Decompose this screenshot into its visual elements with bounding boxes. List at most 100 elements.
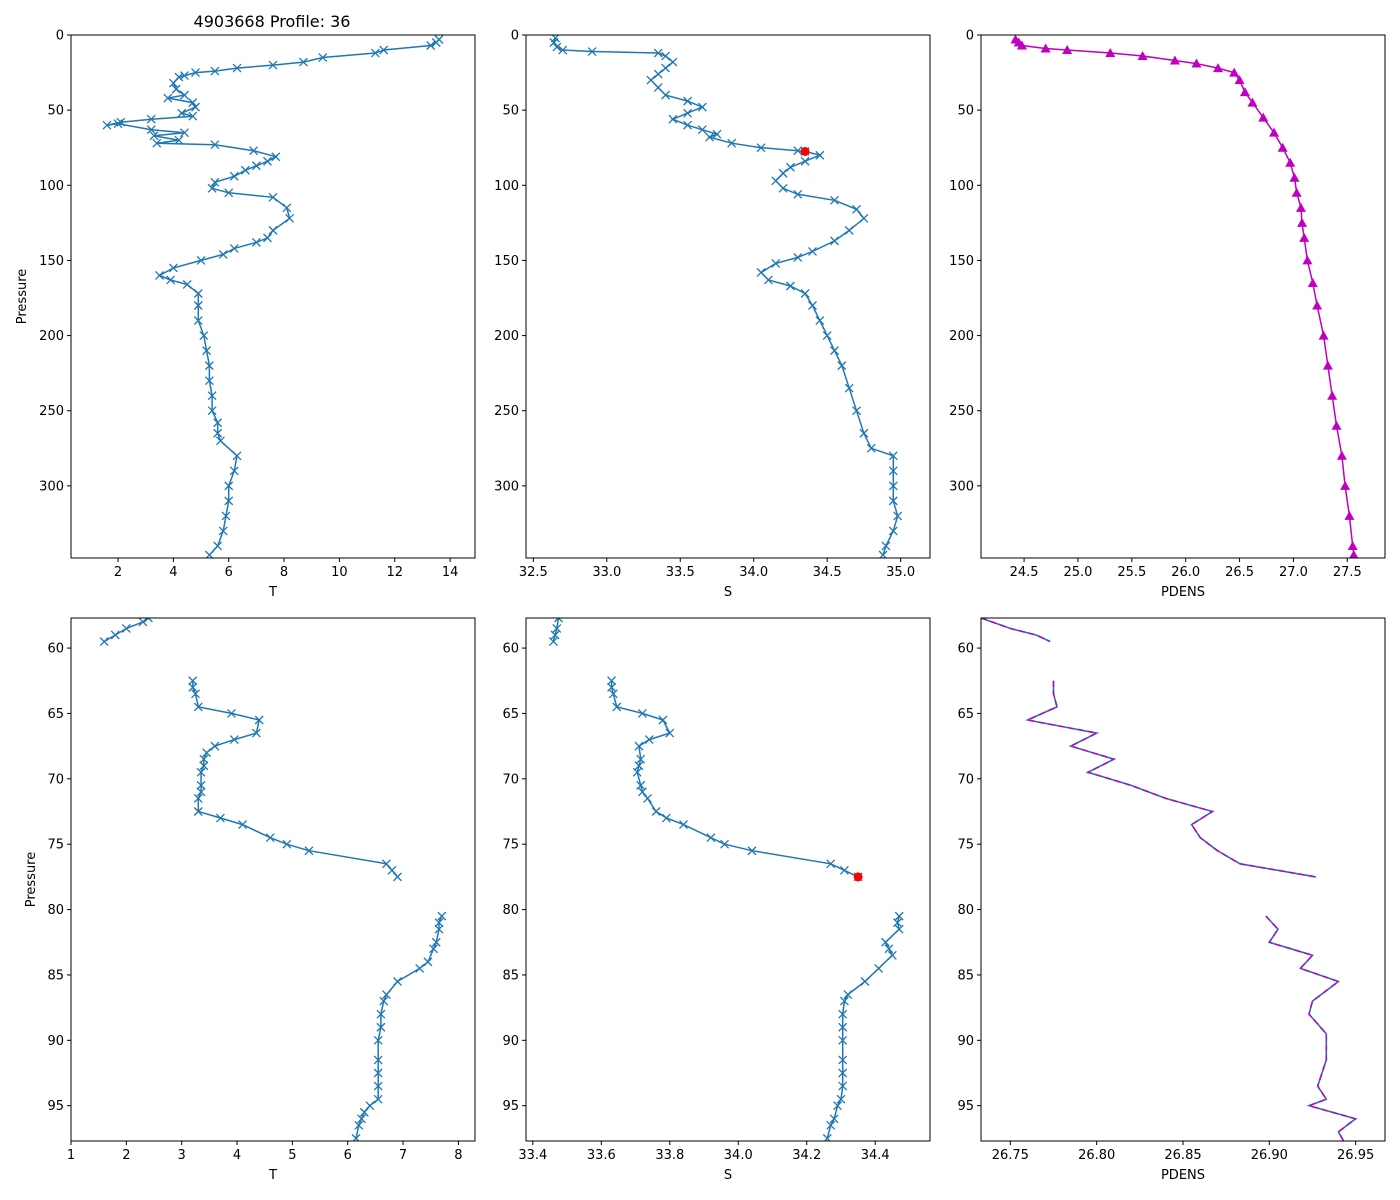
bottom-T-xlabel: T bbox=[268, 1168, 277, 1183]
top-S-ytick-label: 250 bbox=[494, 404, 519, 419]
top-PDENS-point bbox=[1239, 87, 1250, 97]
top-T-point bbox=[179, 90, 189, 100]
bottom-PDENS-ytick-label: 60 bbox=[957, 642, 974, 657]
bottom-PDENS-ytick-label: 95 bbox=[957, 1099, 974, 1114]
top-T-xtick-label: 14 bbox=[442, 565, 459, 580]
top-T-point bbox=[218, 526, 228, 536]
bottom-T-point bbox=[373, 1081, 383, 1091]
top-S-point bbox=[661, 51, 671, 61]
bottom-S-point bbox=[894, 911, 904, 921]
bottom-T-point bbox=[415, 963, 425, 973]
top-PDENS-ytick-label: 150 bbox=[949, 254, 974, 269]
bottom-T-point bbox=[215, 813, 225, 823]
top-PDENS-point bbox=[1285, 157, 1296, 167]
top-PDENS-xtick-label: 26.5 bbox=[1225, 565, 1254, 580]
bottom-S-point bbox=[612, 702, 622, 712]
top-T-point bbox=[263, 156, 272, 166]
top-T-point bbox=[202, 346, 212, 356]
top-PDENS-point bbox=[1234, 75, 1245, 85]
top-S-point bbox=[888, 481, 898, 491]
bottom-PDENS-ytick-label: 65 bbox=[957, 707, 974, 722]
bottom-T-point bbox=[99, 637, 109, 646]
figure-title: 4903668 Profile: 36 bbox=[194, 12, 351, 31]
top-PDENS-point bbox=[1229, 67, 1240, 77]
bottom-T-frame bbox=[70, 617, 476, 1142]
top-T-point bbox=[116, 117, 126, 127]
bottom-T-point bbox=[193, 807, 203, 816]
top-T-xtick-label: 8 bbox=[280, 565, 288, 580]
top-S-point bbox=[683, 108, 693, 118]
bottom-S-point bbox=[822, 1133, 832, 1141]
top-T-point bbox=[431, 38, 441, 47]
bottom-S-point bbox=[550, 630, 560, 640]
top-S-ytick-label: 0 bbox=[511, 29, 519, 44]
bottom-S-point bbox=[607, 682, 617, 692]
top-S-point bbox=[763, 275, 773, 285]
bottom-S-point bbox=[893, 918, 902, 928]
top-T-point bbox=[207, 183, 217, 193]
top-T-point bbox=[146, 125, 156, 135]
top-PDENS-point bbox=[1331, 420, 1342, 430]
bottom-T-xtick-label: 5 bbox=[288, 1148, 296, 1163]
top-PDENS-point bbox=[1322, 360, 1333, 370]
bottom-PDENS-series-line bbox=[1265, 915, 1358, 1141]
bottom-T-point bbox=[434, 918, 444, 928]
bottom-T-point bbox=[431, 937, 441, 947]
bottom-S-frame bbox=[525, 617, 931, 1142]
bottom-S-ytick-label: 75 bbox=[502, 838, 519, 853]
top-S-point bbox=[844, 383, 854, 393]
top-T-point bbox=[298, 57, 308, 67]
top-T-point bbox=[213, 541, 223, 551]
top-T-point bbox=[152, 138, 162, 148]
top-S-point bbox=[756, 143, 766, 153]
top-T-point bbox=[193, 316, 203, 326]
top-S-point bbox=[705, 132, 715, 142]
bottom-T-point bbox=[434, 924, 444, 934]
bottom-S-plot: 33.4 33.6 33.8 34.0 34.2 34.4 60 65 70 75 80 85 90 95… bbox=[502, 617, 931, 1183]
top-T-point bbox=[251, 161, 261, 171]
top-PDENS-point bbox=[1169, 55, 1180, 65]
bottom-T-point bbox=[373, 1035, 383, 1045]
bottom-S-ytick-label: 70 bbox=[502, 772, 519, 787]
top-T-frame bbox=[70, 34, 476, 559]
bottom-PDENS-series-line-dashed bbox=[1265, 915, 1358, 1141]
bottom-PDENS-xtick-label: 26.95 bbox=[1337, 1148, 1374, 1163]
top-S-point bbox=[653, 69, 663, 79]
top-T-point bbox=[240, 165, 250, 175]
bottom-S-ytick-label: 60 bbox=[502, 642, 519, 657]
top-T-point bbox=[263, 233, 272, 243]
top-S-point bbox=[756, 267, 766, 277]
bottom-T-plot: 1 2 3 4 5 6 7 8 60 65 70 75 80 85 90 95 T Pressure bbox=[24, 617, 476, 1183]
top-PDENS-point bbox=[1340, 480, 1351, 490]
bottom-T-point bbox=[354, 1120, 364, 1130]
top-PDENS-xtick-label: 24.5 bbox=[1010, 565, 1039, 580]
top-T-point bbox=[229, 171, 239, 181]
top-PDENS-point bbox=[1016, 40, 1027, 50]
bottom-S-point bbox=[607, 676, 617, 686]
top-PDENS-xtick-label: 25.5 bbox=[1117, 565, 1146, 580]
top-T-point bbox=[221, 511, 231, 521]
bottom-S-point bbox=[838, 1081, 848, 1091]
bottom-T-point bbox=[357, 1114, 367, 1124]
bottom-S-ytick-label: 80 bbox=[502, 903, 519, 918]
top-S-xtick-label: 35.0 bbox=[886, 565, 915, 580]
bottom-PDENS-ytick-label: 70 bbox=[957, 772, 974, 787]
bottom-T-point bbox=[193, 702, 203, 712]
top-PDENS-point bbox=[1269, 127, 1280, 137]
bottom-S-xtick-label: 34.0 bbox=[724, 1148, 753, 1163]
bottom-T-point bbox=[193, 793, 203, 803]
top-T-point bbox=[182, 280, 192, 289]
bottom-S-series-line bbox=[552, 618, 560, 642]
bottom-T-point bbox=[373, 1055, 383, 1065]
top-S-xtick-label: 34.0 bbox=[739, 565, 768, 580]
top-PDENS-ytick-label: 200 bbox=[949, 329, 974, 344]
top-T-point bbox=[188, 98, 198, 108]
top-T-plot: 2 4 6 8 10 12 14 0 50 100 150 200 250 300 T Pressure bbox=[15, 29, 476, 600]
top-T-point bbox=[224, 496, 234, 506]
bottom-T-point bbox=[196, 787, 206, 797]
bottom-S-xtick-label: 33.4 bbox=[518, 1148, 547, 1163]
top-T-point bbox=[113, 119, 123, 129]
top-T-point bbox=[193, 301, 203, 310]
bottom-S-point bbox=[839, 996, 849, 1006]
top-PDENS-xlabel: PDENS bbox=[1161, 585, 1205, 600]
